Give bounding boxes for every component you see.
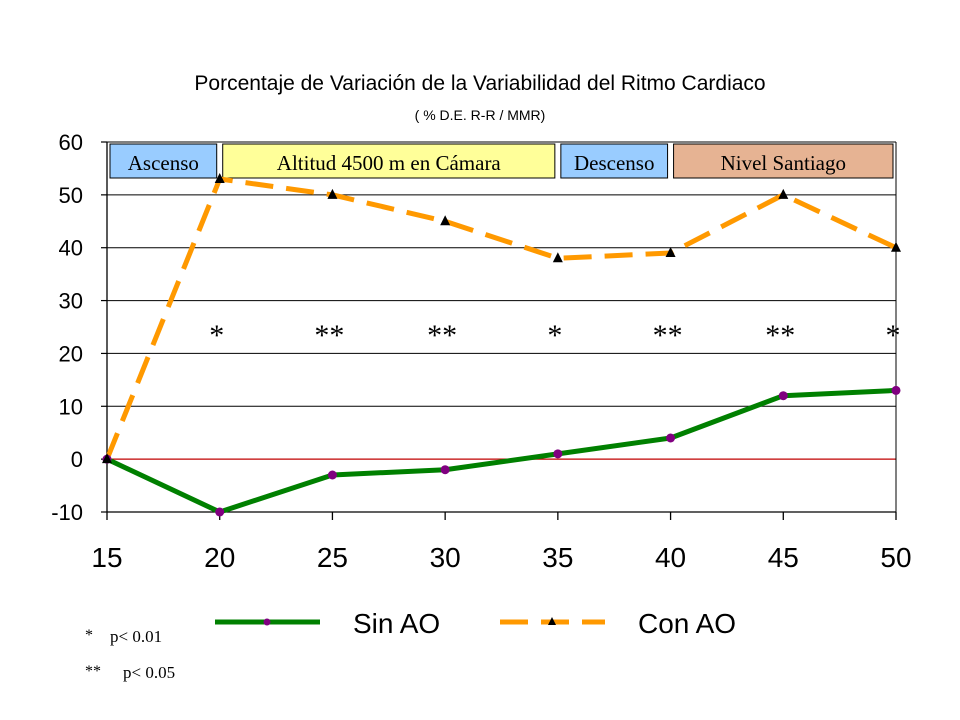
grid: [107, 141, 896, 513]
data-point: [553, 449, 563, 459]
significance-mark: *: [886, 319, 901, 352]
x-tick-label: 20: [204, 542, 235, 573]
significance-mark: *: [547, 319, 562, 352]
y-tick-label: -10: [51, 500, 83, 525]
phase-band: [222, 143, 556, 179]
significance-mark: **: [427, 319, 457, 352]
chart-title: Porcentaje de Variación de la Variabilid…: [194, 72, 765, 95]
phase-band: [673, 143, 894, 179]
footnote-symbol: *: [85, 627, 93, 644]
x-tick-label: 15: [91, 542, 122, 573]
data-point: [666, 433, 676, 443]
y-tick-label: 30: [59, 289, 83, 314]
data-point: [891, 241, 901, 252]
axes: -10 0 10 20 30 40 50 60 15 20 25 30 35 40 45 50: [51, 130, 911, 573]
footnotes: * p< 0.01 ** p< 0.05: [85, 627, 175, 682]
x-tick-label: 35: [542, 542, 573, 573]
x-tick-label: 25: [317, 542, 348, 573]
series-line-0: [105, 387, 897, 515]
data-point: [327, 470, 337, 480]
data-point: [778, 391, 788, 401]
x-tick-label: 50: [880, 542, 911, 573]
significance-markers: * ** ** * ** ** *: [209, 319, 900, 352]
footnote-text: p< 0.01: [110, 627, 162, 646]
y-tick-label: 20: [59, 341, 83, 366]
data-point: [214, 173, 225, 183]
data-point: [891, 385, 901, 395]
footnote-symbol: **: [85, 663, 101, 680]
significance-mark: **: [314, 319, 344, 352]
significance-mark: *: [209, 319, 224, 352]
x-tick-label: 40: [655, 542, 686, 573]
data-point: [665, 247, 676, 257]
phase-bands: Ascenso Altitud 4500 m en Cámara Descenso N…: [109, 143, 894, 179]
legend-marker-con-ao: [548, 617, 556, 625]
phase-band: [560, 143, 669, 179]
data-point: [440, 215, 451, 226]
phase-label: Descenso: [574, 151, 654, 175]
significance-mark: **: [653, 319, 683, 352]
data-point: [327, 188, 338, 199]
y-tick-label: 0: [71, 447, 83, 472]
x-tick-label: 45: [768, 542, 799, 573]
footnote-text: p< 0.05: [123, 663, 175, 682]
phase-label: Altitud 4500 m en Cámara: [277, 151, 502, 175]
series: [102, 173, 901, 517]
chart-subtitle: ( % D.E. R-R / MMR): [415, 107, 546, 123]
significance-mark: **: [765, 319, 795, 352]
phase-label: Ascenso: [128, 151, 199, 175]
y-tick-label: 10: [59, 394, 83, 419]
x-tick-label: 30: [430, 542, 461, 573]
phase-band: [109, 143, 218, 179]
legend: Sin AO Con AO: [215, 608, 736, 639]
y-tick-label: 50: [59, 183, 83, 208]
data-point: [552, 252, 563, 263]
data-point: [778, 188, 789, 199]
data-point: [440, 465, 450, 475]
series-line-1: [104, 176, 898, 461]
data-point: [215, 507, 225, 517]
data-point: [102, 453, 112, 464]
legend-label-sin-ao: Sin AO: [353, 608, 440, 639]
legend-label-con-ao: Con AO: [638, 608, 736, 639]
legend-marker-sin-ao: [263, 618, 271, 626]
y-tick-label: 60: [59, 130, 83, 155]
phase-label: Nivel Santiago: [721, 151, 846, 175]
y-tick-label: 40: [59, 236, 83, 261]
